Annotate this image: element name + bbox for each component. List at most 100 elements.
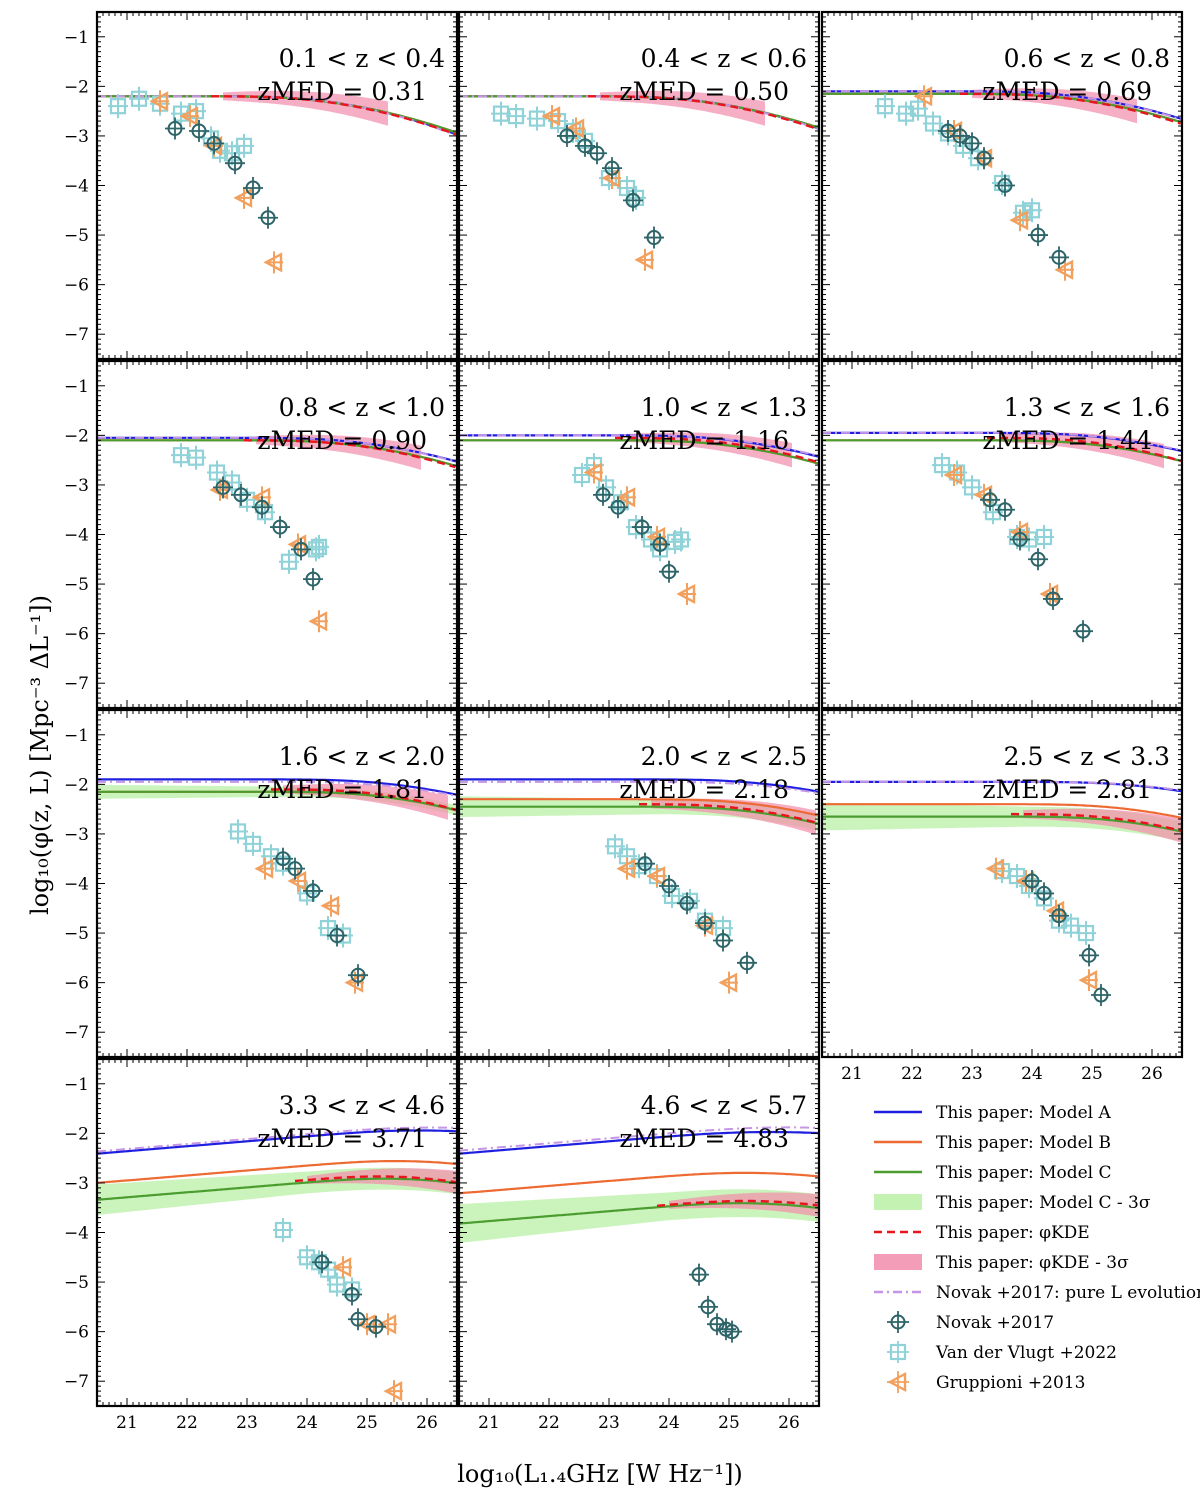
model-b-curve: [459, 798, 819, 817]
legend-swatch: [874, 1254, 922, 1270]
x-tick-label: 23: [236, 1413, 258, 1433]
kde-3sigma-band: [600, 90, 765, 126]
novak-ple-curve: [97, 780, 457, 797]
novak-point: [737, 951, 757, 974]
novak-point: [980, 488, 1000, 511]
vlugt-point: [1022, 198, 1042, 223]
panel-9: 21 22 23 24 25 26 2.5 < z < 3.3 zMED = 2.81: [820, 708, 1184, 1084]
x-tick-label: 22: [538, 1413, 560, 1433]
novak-point: [1079, 944, 1099, 967]
novak-point: [366, 1315, 386, 1338]
y-tick-label: −5: [64, 575, 89, 595]
novak-point: [950, 124, 970, 147]
x-tick-label: 22: [901, 1064, 923, 1084]
vlugt-point: [605, 834, 625, 859]
vlugt-point: [234, 133, 254, 158]
ticks: [458, 709, 820, 1058]
legend-label: This paper: Model B: [936, 1133, 1111, 1153]
vlugt-point: [908, 96, 928, 121]
novak-point: [1049, 904, 1069, 927]
vlugt-point: [527, 106, 547, 131]
y-tick-label: −3: [64, 127, 89, 147]
gruppioni-point: [320, 894, 340, 917]
novak-ple-curve: [459, 95, 819, 131]
novak-point: [962, 132, 982, 155]
novak-point: [608, 496, 628, 519]
panel-8: 2.0 < z < 2.5 zMED = 2.18: [457, 708, 821, 1059]
novak-point: [974, 147, 994, 170]
plot-area: [97, 1126, 457, 1403]
y-tick-label: −1: [64, 726, 89, 746]
vlugt-point: [309, 534, 329, 559]
novak-point: [587, 142, 607, 165]
novak-point: [659, 874, 679, 897]
x-tick-label: 23: [598, 1413, 620, 1433]
vlugt-point: [875, 94, 895, 119]
legend-item-model-c: This paper: Model C: [874, 1163, 1112, 1183]
novak-point: [1022, 870, 1042, 893]
novak-point: [303, 879, 323, 902]
model-c-curve: [97, 790, 457, 812]
vlugt-point: [273, 1218, 293, 1243]
legend-label: This paper: φKDE - 3σ: [936, 1253, 1129, 1273]
novak-ple-curve: [459, 1126, 819, 1152]
legend-item-model-c-band: This paper: Model C - 3σ: [874, 1193, 1151, 1213]
model-b-curve: [459, 1171, 819, 1195]
y-tick-label: −1: [64, 377, 89, 397]
model-a-curve: [459, 1130, 819, 1155]
panel-redshift-range: 0.4 < z < 0.6: [641, 44, 807, 73]
novak-point: [225, 152, 245, 175]
y-tick-label: −6: [64, 1323, 89, 1343]
novak-point: [677, 892, 697, 915]
x-tick-label: 25: [718, 1413, 740, 1433]
legend-swatch: [874, 1194, 922, 1210]
vlugt-point: [243, 831, 263, 856]
vlugt-point: [1007, 864, 1027, 889]
novak-point: [995, 498, 1015, 521]
legend-item-novak-ple: Novak +2017: pure L evolution: [874, 1283, 1200, 1303]
panel-4: −1 −2 −3 −4 −5 −6 −7 0.8 < z < 1.0 zMED = 0.90: [64, 359, 459, 710]
panel-redshift-range: 0.8 < z < 1.0: [279, 393, 445, 422]
vlugt-point: [1034, 524, 1054, 549]
x-tick-label: 22: [176, 1413, 198, 1433]
vlugt-point: [992, 171, 1012, 196]
novak-point: [258, 206, 278, 229]
model-c-curve: [459, 439, 819, 465]
novak-point: [342, 1283, 362, 1306]
legend-swatch: [887, 1371, 909, 1393]
x-tick-label: 25: [1081, 1064, 1103, 1084]
plot-area: [459, 90, 819, 271]
panel-redshift-range: 2.5 < z < 3.3: [1004, 742, 1170, 771]
x-tick-label: 21: [841, 1064, 863, 1084]
vlugt-point: [297, 1245, 317, 1270]
novak-point: [557, 124, 577, 147]
kde-curve: [294, 1175, 456, 1184]
panel-median-redshift: zMED = 2.18: [619, 775, 789, 804]
legend-item-grupp-pts: Gruppioni +2013: [887, 1371, 1085, 1393]
legend-item-model-a: This paper: Model A: [874, 1103, 1111, 1123]
vlugt-point: [662, 883, 682, 908]
novak-ple-curve: [97, 1126, 457, 1153]
x-tick-label: 26: [778, 1413, 800, 1433]
legend: This paper: Model A This paper: Model B Th…: [874, 1103, 1200, 1393]
x-tick-label: 24: [1021, 1064, 1043, 1084]
novak-point: [270, 516, 290, 539]
novak-point: [327, 924, 347, 947]
y-tick-label: −1: [64, 1075, 89, 1095]
novak-point: [593, 483, 613, 506]
novak-point: [243, 176, 263, 199]
novak-point: [213, 476, 233, 499]
panel-median-redshift: zMED = 0.31: [257, 77, 427, 106]
gruppioni-point: [1078, 969, 1098, 992]
plot-area: [97, 778, 457, 994]
y-tick-label: −2: [64, 77, 89, 97]
novak-point: [348, 1308, 368, 1331]
panel-11: 21 22 23 24 25 26 4.6 < z < 5.7 zMED = 4.83: [457, 1057, 821, 1433]
legend-item-vlugt-pts: Van der Vlugt +2022: [887, 1341, 1117, 1363]
novak-point: [659, 560, 679, 583]
novak-point: [1028, 224, 1048, 247]
novak-point: [252, 496, 272, 519]
kde-curve: [656, 1199, 818, 1207]
panel-grid: −1 −2 −3 −4 −5 −6 −7 0.1 < z < 0.4 zMED = 0.31 0.…: [64, 10, 1184, 1433]
y-tick-label: −2: [64, 1124, 89, 1144]
